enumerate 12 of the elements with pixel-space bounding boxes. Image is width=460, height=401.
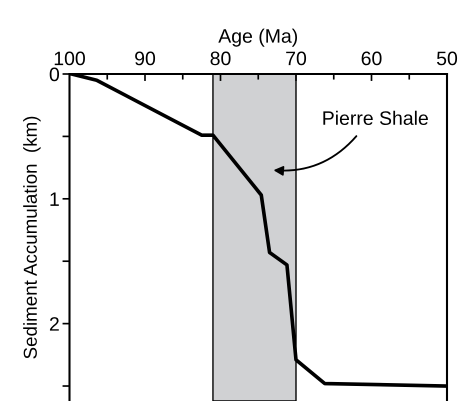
x-tick-label: 80 <box>210 52 231 66</box>
x-tick-label: 70 <box>286 52 306 66</box>
y-axis-title: Sediment Accumulation (km) <box>23 116 41 359</box>
x-tick-label: 90 <box>135 52 156 66</box>
y-tick-label: 0 <box>50 67 60 82</box>
y-tick-label: 2 <box>50 317 59 331</box>
x-tick-label: 60 <box>362 52 382 66</box>
x-axis-title: Age (Ma) <box>218 28 298 47</box>
x-tick-label: 50 <box>436 52 458 66</box>
x-tick-label: 100 <box>54 52 85 66</box>
y-tick-label: 1 <box>50 192 59 206</box>
annotation: Pierre Shale <box>323 110 428 125</box>
